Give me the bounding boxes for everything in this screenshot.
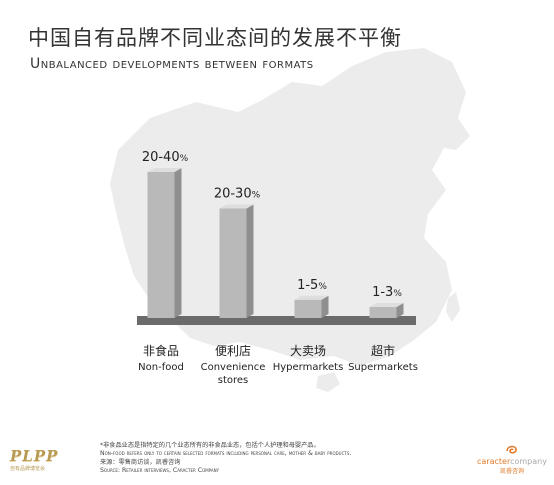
- bar-front: [294, 299, 322, 318]
- bar-top: [147, 168, 182, 172]
- category-label-zh: 非食品: [143, 343, 179, 358]
- bar-value-label: 1-5%: [297, 278, 327, 293]
- footnote: *非食品业态是指特定的几个业态所有的非食品业态，包括个人护理和母婴产品。 Non…: [100, 442, 460, 475]
- bar-3: [294, 295, 329, 318]
- bar-side: [396, 303, 404, 318]
- plpp-logo-mark: PLPP: [10, 447, 59, 465]
- labels-layer: 20-40% 非食品 Non-food 20-30% 便利店 Convenience sto…: [138, 150, 418, 386]
- caracter-company-logo: caractercompany 凯睿咨询: [475, 443, 549, 479]
- bar-value-label: 20-40%: [142, 150, 189, 165]
- bar-side: [174, 168, 182, 318]
- caracter-swirl-icon: [506, 445, 517, 454]
- bar-side: [321, 295, 329, 318]
- caracter-name-b: company: [510, 457, 547, 466]
- category-label-en: Supermarkets: [348, 362, 418, 373]
- bar-front: [369, 307, 397, 318]
- bar-value-label: 1-3%: [372, 285, 402, 300]
- bar-1: [147, 168, 182, 318]
- category-label-zh: 大卖场: [290, 344, 326, 358]
- bar-value-label: 20-30%: [214, 187, 261, 202]
- chart-title-zh: 中国自有品牌不同业态间的发展不平衡: [28, 26, 402, 50]
- bar-top: [369, 303, 404, 308]
- category-label-en: Hypermarkets: [273, 362, 344, 373]
- bar-2: [219, 204, 254, 318]
- caracter-company-name-zh: 凯睿咨询: [499, 468, 524, 475]
- footnote-line-1: *非食品业态是指特定的几个业态所有的非食品业态，包括个人护理和母婴产品。: [100, 442, 320, 449]
- china-island-taiwan: [446, 292, 460, 322]
- chart-title-en: Unbalanced developments between formats: [30, 56, 314, 72]
- bar-side: [246, 204, 254, 318]
- bar-top: [294, 295, 329, 300]
- chart-baseline: [137, 316, 416, 325]
- china-map-background: [110, 48, 470, 366]
- caracter-company-name: caractercompany: [475, 457, 549, 466]
- china-island-hainan: [316, 372, 340, 392]
- bar-top: [219, 204, 254, 209]
- bar-value-main: 20-30: [214, 187, 252, 202]
- category-label-en-line: stores: [218, 375, 249, 386]
- category-label-zh: 便利店: [215, 344, 251, 358]
- bar-value-main: 20-40: [142, 150, 180, 165]
- category-label-en-line: Convenience: [201, 362, 266, 373]
- bar-value-main: 1-5: [297, 278, 318, 293]
- footnote-line-2: Non-food refers only to certain selected…: [100, 450, 352, 458]
- bar-value-unit: %: [318, 282, 327, 292]
- bar-value-main: 1-3: [372, 285, 393, 300]
- bar-front: [219, 208, 247, 318]
- bar-value-unit: %: [393, 289, 402, 299]
- category-label-zh: 超市: [371, 343, 395, 358]
- category-label-en: Convenience stores: [201, 362, 266, 386]
- bar-front: [147, 172, 175, 318]
- bar-value-unit: %: [252, 191, 261, 201]
- footnote-line-4: Source: Retailer interviews, Caracter Co…: [100, 466, 220, 474]
- bar-4: [369, 303, 404, 318]
- bars-layer: [147, 168, 404, 318]
- footnote-line-3: 来源：零售商访谈，凯睿咨询: [100, 458, 181, 466]
- caracter-name-a: caracter: [477, 457, 511, 466]
- category-label-en: Non-food: [138, 362, 184, 373]
- plpp-logo-tag: 自有品牌博览会: [10, 466, 46, 472]
- bar-value-unit: %: [180, 154, 189, 164]
- plpp-logo: PLPP 自有品牌博览会: [10, 447, 100, 479]
